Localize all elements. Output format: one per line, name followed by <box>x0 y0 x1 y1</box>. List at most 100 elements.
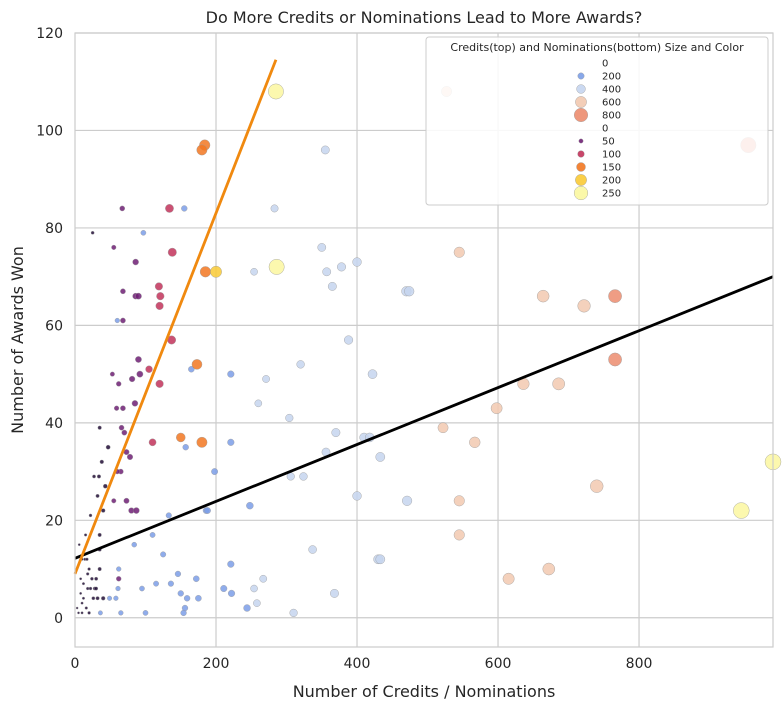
credits-point <box>220 585 228 592</box>
nominations-point <box>101 508 106 513</box>
nominations-point <box>111 244 117 250</box>
nominations-point <box>77 543 81 547</box>
nominations-point <box>176 432 186 443</box>
credits-point <box>437 422 449 434</box>
credits-point <box>299 472 308 481</box>
y-tick-label: 0 <box>54 611 63 627</box>
credits-point <box>142 610 149 616</box>
legend-credits-entry-label: 400 <box>602 85 621 96</box>
x-tick-label: 600 <box>485 656 512 672</box>
credits-point <box>590 479 604 493</box>
credits-point <box>211 468 218 475</box>
credits-point <box>317 243 327 252</box>
credits-point <box>331 428 341 438</box>
x-axis-label: Number of Credits / Nominations <box>293 682 556 701</box>
nominations-point <box>97 532 102 537</box>
nominations-point <box>88 586 93 591</box>
credits-point <box>250 584 258 593</box>
credits-point <box>327 282 337 291</box>
x-tick-label: 0 <box>71 656 80 672</box>
credits-point <box>193 575 200 583</box>
credits-point <box>131 541 137 548</box>
credits-point <box>608 352 622 367</box>
legend-entries: 0 200 400 600 800 0 50 100 150 200 250 <box>573 59 621 201</box>
credits-point <box>322 267 332 277</box>
nominations-point <box>97 567 102 572</box>
nominations-point <box>155 301 164 310</box>
nominations-point <box>109 371 115 377</box>
credits-point <box>502 572 515 585</box>
nominations-point <box>79 577 83 581</box>
nominations-point <box>86 572 90 576</box>
legend-credits-entry-label: 200 <box>602 72 621 83</box>
credits-point <box>195 595 202 602</box>
nominations-point <box>210 265 222 278</box>
credits-point <box>296 360 305 369</box>
nominations-point <box>99 459 104 464</box>
nominations-point <box>79 592 83 595</box>
credits-point <box>246 501 254 510</box>
nominations-point <box>92 474 96 479</box>
legend-credits-entry-label: 0 <box>602 59 608 70</box>
y-axis-label: Number of Awards Won <box>8 246 27 434</box>
y-tick-label: 80 <box>45 221 63 237</box>
nominations-point <box>111 498 117 504</box>
nominations-point <box>135 292 142 300</box>
credits-point <box>453 495 465 507</box>
credits-point <box>577 299 591 313</box>
nominations-point <box>95 493 100 498</box>
nominations-point <box>81 596 85 600</box>
y-tick-label: 120 <box>36 26 63 42</box>
nominations-point <box>81 582 85 586</box>
nominations-point <box>116 576 122 582</box>
credits-point <box>181 205 188 212</box>
credits-point <box>320 145 330 155</box>
credits-point <box>204 507 211 514</box>
legend-nominations-entry-label: 200 <box>602 176 621 187</box>
credits-point <box>352 257 362 267</box>
nominations-point <box>90 577 94 581</box>
legend-nominations-entry-marker <box>577 150 585 158</box>
nominations-point <box>119 205 126 212</box>
nominations-point <box>84 533 88 537</box>
credits-point <box>490 402 503 415</box>
nominations-point <box>733 502 750 519</box>
y-tick-label: 100 <box>36 123 63 139</box>
nominations-point <box>196 436 208 448</box>
legend-nominations-entry-marker <box>578 138 584 144</box>
nominations-point <box>105 444 111 450</box>
legend-nominations-entry-label: 100 <box>602 150 621 161</box>
credits-point <box>250 268 258 276</box>
credits-point <box>160 551 167 558</box>
credits-point <box>153 580 159 587</box>
credits-point <box>183 595 191 602</box>
credits-point <box>308 545 317 554</box>
credits-point <box>182 444 189 451</box>
credits-point <box>139 585 145 592</box>
nominations-point <box>120 288 126 295</box>
credits-point <box>289 608 298 617</box>
nominations-point <box>91 596 96 601</box>
nominations-point <box>97 425 102 430</box>
legend-credits-entry-marker <box>574 107 589 122</box>
nominations-point <box>154 282 163 291</box>
credits-point <box>107 595 113 601</box>
credits-point <box>367 369 378 379</box>
credits-point <box>453 246 465 258</box>
nominations-point <box>96 474 101 479</box>
legend-title: Credits(top) and Nominations(bottom) Siz… <box>450 41 744 54</box>
nominations-point <box>120 317 126 324</box>
credits-point <box>337 262 346 272</box>
nominations-point <box>129 375 136 383</box>
credits-point <box>227 560 235 568</box>
nominations-point <box>80 611 84 615</box>
credits-point <box>227 589 236 597</box>
nominations-series <box>75 83 782 615</box>
nominations-point <box>268 259 285 275</box>
legend-credits-entry-marker <box>575 96 587 108</box>
nominations-point <box>90 231 95 235</box>
y-tick-label: 20 <box>45 513 63 529</box>
nominations-point <box>87 611 91 615</box>
nominations-point <box>148 438 157 447</box>
